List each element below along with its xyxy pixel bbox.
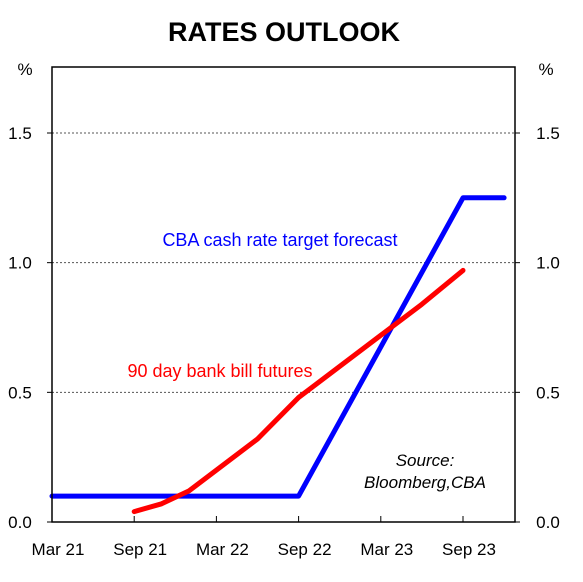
y-tick-label-right: 0.0	[536, 513, 560, 532]
y-tick-label-left: 0.5	[8, 383, 32, 402]
y-tick-label-left: 0.0	[8, 513, 32, 532]
chart-title: RATES OUTLOOK	[168, 17, 400, 47]
y-tick-label-left: 1.0	[8, 254, 32, 273]
plot-frame	[51, 66, 516, 523]
x-tick-label: Mar 21	[32, 540, 85, 559]
series-bank-bill-futures-line	[131, 267, 466, 515]
source-note-line-2: Bloomberg,CBA	[364, 473, 486, 492]
y-axis-unit-left: %	[17, 60, 32, 79]
series-layer	[49, 195, 507, 515]
gridlines	[47, 132, 520, 523]
source-note-line-1: Source:	[396, 451, 455, 470]
y-tick-label-right: 0.5	[536, 383, 560, 402]
y-tick-label-right: 1.0	[536, 254, 560, 273]
x-tick-label: Sep 21	[113, 540, 167, 559]
x-tick-label: Mar 23	[360, 540, 413, 559]
x-tick-label: Sep 22	[278, 540, 332, 559]
y-tick-label-left: 1.5	[8, 124, 32, 143]
series-label-bank-bill-futures: 90 day bank bill futures	[127, 361, 312, 381]
series-label-cba-cash-rate: CBA cash rate target forecast	[162, 230, 397, 250]
y-tick-label-right: 1.5	[536, 124, 560, 143]
x-tick-label: Sep 23	[442, 540, 496, 559]
x-tick-label: Mar 22	[196, 540, 249, 559]
tick-labels: 0.0 0.0 0.5 0.5 1.0 1.0 1.5 1.5 Mar 21 Sep 21 Mar …	[8, 124, 560, 559]
y-axis-unit-right: %	[538, 60, 553, 79]
